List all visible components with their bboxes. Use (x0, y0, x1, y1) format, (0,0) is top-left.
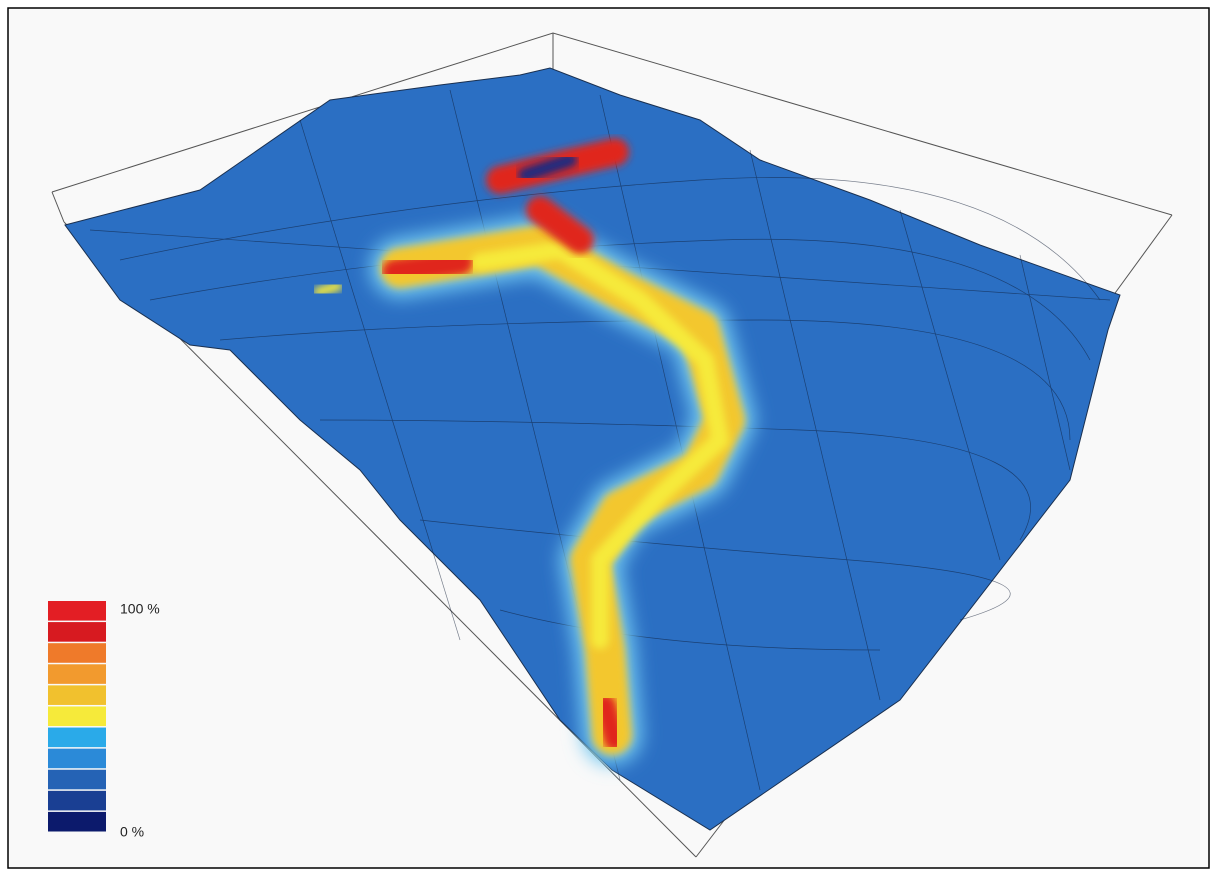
legend-band (48, 685, 106, 705)
legend-band (48, 790, 106, 811)
legend-band (48, 622, 106, 642)
surface (64, 67, 1121, 831)
legend-band (48, 769, 106, 790)
legend-band (48, 811, 106, 832)
legend-band (48, 643, 106, 663)
legend-band (48, 601, 106, 621)
legend: 100 % 0 % (48, 601, 160, 840)
mesh (89, 89, 1111, 791)
legend-bottom-label: 0 % (120, 824, 144, 840)
channel (313, 138, 755, 765)
legend-band (48, 706, 106, 727)
legend-band (48, 727, 106, 748)
legend-top-label: 100 % (120, 601, 160, 617)
legend-band (48, 748, 106, 769)
legend-band (48, 664, 106, 684)
